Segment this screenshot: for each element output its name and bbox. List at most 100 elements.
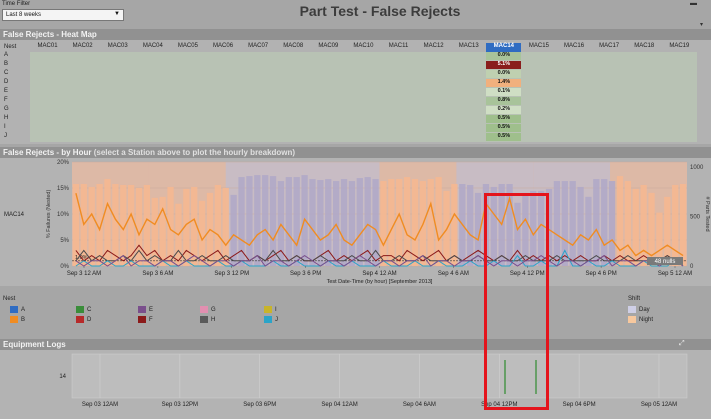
bar[interactable] (167, 186, 174, 266)
chevron-down-icon[interactable]: ▼ (114, 11, 120, 17)
bar[interactable] (120, 184, 127, 266)
bar[interactable] (364, 177, 371, 266)
bar[interactable] (191, 186, 198, 266)
bar[interactable] (522, 192, 529, 266)
heatmap-column-mac10[interactable]: MAC10 (353, 43, 374, 49)
bar[interactable] (672, 184, 679, 266)
bar[interactable] (230, 194, 237, 266)
bar[interactable] (325, 179, 332, 266)
legend-item-d[interactable]: D (76, 316, 91, 323)
bar[interactable] (640, 184, 647, 266)
heatmap-column-mac15[interactable]: MAC15 (528, 43, 549, 49)
bar[interactable] (104, 179, 111, 266)
bar[interactable] (254, 175, 261, 266)
bar[interactable] (222, 187, 229, 266)
bar[interactable] (577, 186, 584, 266)
legend-item-g[interactable]: G (200, 306, 216, 313)
heatmap-column-mac13[interactable]: MAC13 (458, 43, 479, 49)
bar[interactable] (356, 178, 363, 266)
heatmap-column-mac02[interactable]: MAC02 (72, 43, 93, 49)
bar[interactable] (135, 187, 143, 266)
bar[interactable] (72, 183, 80, 266)
heatmap-cell[interactable]: 0.5% (486, 133, 522, 141)
heatmap-cell[interactable]: 1.4% (486, 79, 522, 87)
heatmap-column-mac14[interactable]: MAC14 (486, 43, 522, 52)
shift-legend-item-night[interactable]: Night (628, 316, 653, 323)
nulls-badge[interactable] (647, 257, 683, 265)
bar[interactable] (553, 181, 561, 266)
bar[interactable] (506, 183, 513, 266)
series-line-e[interactable] (75, 254, 684, 267)
bar[interactable] (427, 179, 434, 266)
heatmap-column-mac01[interactable]: MAC01 (37, 43, 58, 49)
bar[interactable] (664, 196, 671, 266)
heatmap-cell[interactable]: 0.5% (486, 124, 522, 132)
heatmap-column-mac03[interactable]: MAC03 (107, 43, 128, 49)
heatmap-cell[interactable]: 0.8% (486, 97, 522, 105)
bar[interactable] (593, 179, 600, 266)
series-line-d[interactable] (75, 244, 684, 262)
heatmap-column-mac19[interactable]: MAC19 (669, 43, 690, 49)
legend-item-h[interactable]: H (200, 316, 215, 323)
bar[interactable] (561, 181, 568, 266)
bar[interactable] (112, 183, 119, 266)
heatmap-column-mac04[interactable]: MAC04 (142, 43, 163, 49)
bar[interactable] (530, 190, 537, 266)
heatmap-cell[interactable]: 5.1% (486, 61, 522, 69)
bar[interactable] (372, 179, 379, 266)
bar[interactable] (309, 179, 316, 266)
heatmap-column-mac18[interactable]: MAC18 (634, 43, 655, 49)
heatmap-cell[interactable]: 0.5% (486, 115, 522, 123)
bar[interactable] (285, 177, 292, 266)
heatmap-column-mac07[interactable]: MAC07 (248, 43, 269, 49)
heatmap-cell[interactable]: 0.0% (486, 52, 522, 60)
heatmap-column-mac12[interactable]: MAC12 (423, 43, 444, 49)
heatmap-column-mac08[interactable]: MAC08 (283, 43, 304, 49)
bar[interactable] (474, 192, 482, 266)
bar[interactable] (238, 177, 245, 266)
heatmap-column-mac06[interactable]: MAC06 (213, 43, 234, 49)
bar[interactable] (679, 183, 687, 266)
bar[interactable] (632, 188, 639, 266)
bar[interactable] (246, 176, 253, 266)
legend-item-i[interactable]: I (264, 306, 277, 313)
bar[interactable] (340, 179, 348, 266)
bar[interactable] (269, 176, 277, 266)
bar[interactable] (143, 184, 151, 266)
bar[interactable] (648, 192, 655, 266)
bar[interactable] (198, 200, 206, 266)
collapse-icon[interactable]: ▾ (700, 22, 704, 28)
bar[interactable] (545, 188, 553, 266)
equipment-chart[interactable]: 14 Sep 03 12AM Sep 03 12PM Sep 03 6PM Sep 04… (0, 350, 711, 419)
bar[interactable] (411, 179, 419, 266)
bar[interactable] (317, 180, 324, 266)
bar[interactable] (537, 190, 545, 266)
bar[interactable] (348, 181, 356, 266)
bar[interactable] (608, 181, 616, 266)
bar[interactable] (514, 202, 521, 266)
heatmap-cell[interactable]: 0.0% (486, 70, 522, 78)
bar[interactable] (262, 175, 269, 266)
heatmap-column-mac09[interactable]: MAC09 (318, 43, 339, 49)
heatmap-column-mac11[interactable]: MAC11 (388, 43, 409, 49)
bar[interactable] (656, 212, 663, 266)
legend-item-c[interactable]: C (76, 306, 91, 313)
bar[interactable] (214, 184, 222, 266)
bar[interactable] (159, 196, 166, 266)
bar[interactable] (624, 181, 632, 266)
bar[interactable] (96, 183, 103, 266)
bar[interactable] (380, 181, 387, 266)
bar[interactable] (490, 186, 497, 266)
bar[interactable] (451, 183, 458, 266)
expand-icon[interactable]: ⤢ (679, 340, 685, 347)
time-filter-select[interactable]: Last 8 weeks ▼ (2, 9, 124, 21)
bar[interactable] (293, 177, 300, 266)
bar[interactable] (601, 179, 608, 266)
series-line-h[interactable] (75, 249, 684, 262)
heatmap-column-mac16[interactable]: MAC16 (564, 43, 585, 49)
legend-item-f[interactable]: F (138, 316, 153, 323)
legend-item-j[interactable]: J (264, 316, 278, 323)
series-line-b[interactable] (75, 193, 684, 257)
heatmap-cell[interactable]: 0.1% (486, 88, 522, 96)
